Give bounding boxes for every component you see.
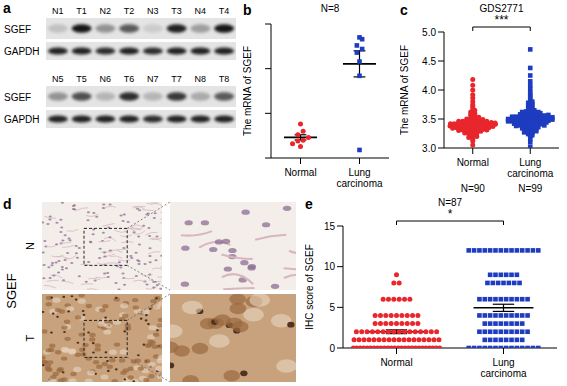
svg-text:Normal: Normal: [457, 157, 489, 168]
html-text:e: e: [305, 196, 313, 212]
svg-text:4.0: 4.0: [422, 85, 436, 96]
svg-text:N: N: [24, 242, 36, 250]
svg-text:SGEF: SGEF: [4, 24, 31, 35]
svg-text:Lungcarcinoma: Lungcarcinoma: [507, 157, 554, 179]
svg-text:N7: N7: [147, 74, 159, 84]
svg-text:The mRNA of SGEF: The mRNA of SGEF: [243, 46, 253, 136]
svg-text:***: ***: [494, 13, 508, 27]
svg-text:N6: N6: [100, 74, 112, 84]
svg-text:T2: T2: [124, 6, 135, 16]
svg-text:3.0: 3.0: [422, 143, 436, 154]
html-text:GDS2771: GDS2771: [479, 3, 524, 14]
svg-text:T4: T4: [219, 6, 230, 16]
svg-text:Normal: Normal: [380, 357, 412, 368]
html-text:N=87: N=87: [437, 197, 463, 208]
svg-text:N5: N5: [52, 74, 64, 84]
svg-text:T3: T3: [171, 6, 182, 16]
svg-text:GAPDH: GAPDH: [4, 46, 40, 57]
svg-text:10: 10: [324, 261, 336, 272]
svg-text:*: *: [448, 207, 453, 221]
svg-text:N1: N1: [52, 6, 64, 16]
svg-text:0: 0: [329, 343, 335, 354]
html-text:b: b: [243, 2, 252, 18]
svg-text:T1: T1: [76, 6, 87, 16]
svg-text:T5: T5: [76, 74, 87, 84]
svg-text:IHC score of SGEF: IHC score of SGEF: [305, 244, 315, 330]
svg-text:GAPDH: GAPDH: [4, 114, 40, 125]
svg-text:T: T: [24, 334, 36, 341]
svg-text:N4: N4: [195, 6, 207, 16]
svg-text:T8: T8: [219, 74, 230, 84]
svg-text:Normal: Normal: [284, 167, 316, 178]
html-text:N=8: N=8: [320, 3, 340, 14]
svg-text:T6: T6: [124, 74, 135, 84]
svg-text:3.5: 3.5: [422, 114, 436, 125]
svg-text:SGEF: SGEF: [4, 273, 19, 308]
html-text:d: d: [3, 196, 12, 212]
html-text:c: c: [400, 2, 408, 18]
html-text:a: a: [3, 0, 11, 16]
svg-text:T7: T7: [171, 74, 182, 84]
svg-text:Lungcarcinoma: Lungcarcinoma: [336, 167, 383, 189]
svg-text:SGEF: SGEF: [4, 92, 31, 103]
svg-text:N=90: N=90: [461, 183, 486, 194]
svg-text:5: 5: [329, 302, 335, 313]
svg-text:N2: N2: [100, 6, 112, 16]
svg-text:Lungcarcinoma: Lungcarcinoma: [480, 357, 527, 379]
svg-text:N8: N8: [195, 74, 207, 84]
svg-text:15: 15: [324, 221, 336, 232]
svg-text:5.0: 5.0: [422, 27, 436, 38]
svg-text:The mRNA of SGEF: The mRNA of SGEF: [400, 45, 410, 135]
svg-text:N3: N3: [147, 6, 159, 16]
svg-text:N=99: N=99: [518, 183, 543, 194]
svg-text:4.5: 4.5: [422, 56, 436, 67]
